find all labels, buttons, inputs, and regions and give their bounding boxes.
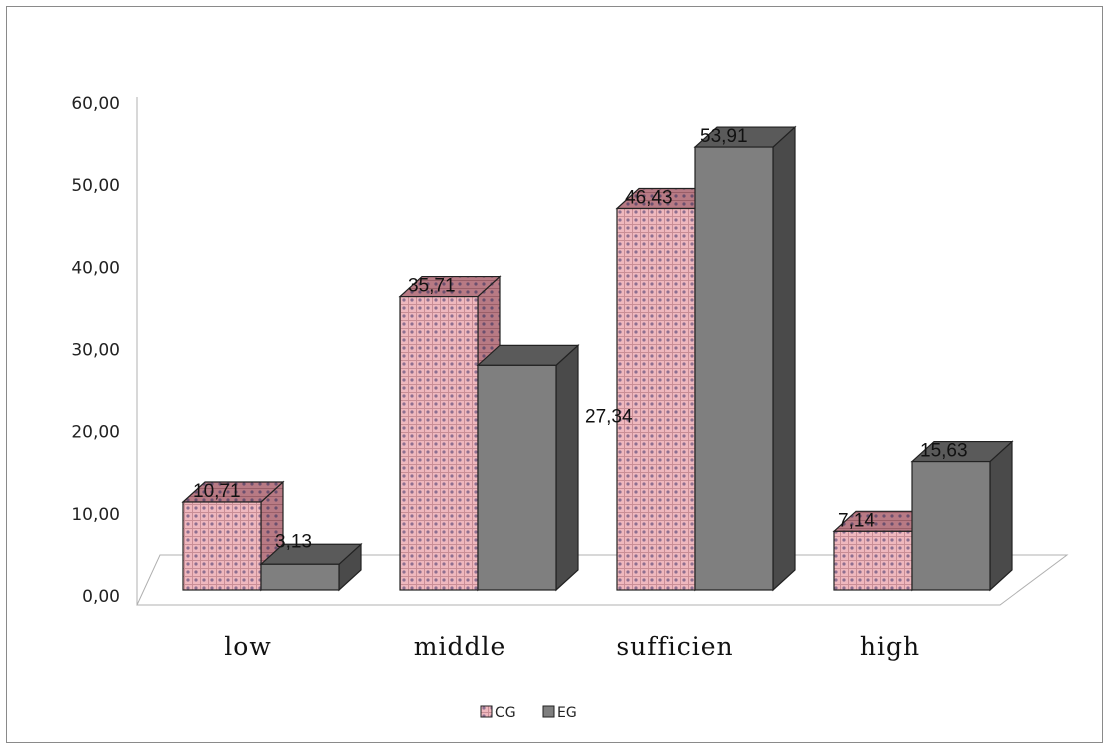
y-tick-label: 50,00 <box>71 176 120 196</box>
bar-cg-sufficien-front <box>616 207 696 591</box>
bar-eg-sufficien <box>693 125 797 592</box>
bar-eg-high <box>910 440 1014 592</box>
legend-label-eg: EG <box>557 705 577 721</box>
data-label-eg: 27,34 <box>585 406 633 427</box>
bar-eg-high-front <box>911 460 991 591</box>
category-label: middle <box>414 632 507 661</box>
legend-swatch-cg <box>480 705 493 718</box>
legend-label-cg: CG <box>495 705 516 721</box>
legend: CG EG <box>480 705 577 721</box>
data-label-eg: 15,63 <box>920 441 968 462</box>
data-label-eg: 53,91 <box>700 126 748 147</box>
y-tick-label: 0,00 <box>82 587 120 607</box>
data-label-eg: 3,13 <box>275 531 312 552</box>
y-tick-label: 40,00 <box>71 258 120 278</box>
y-tick-label: 60,00 <box>71 94 120 114</box>
data-label-cg: 46,43 <box>625 188 673 209</box>
data-labels: 10,71 3,13 35,71 27,34 46,43 53,91 7,14 15,63 <box>193 126 968 552</box>
data-label-cg: 7,14 <box>838 510 875 531</box>
bar-cg-high-front <box>833 530 913 591</box>
bar-cg-low-front <box>182 501 262 591</box>
data-label-cg: 10,71 <box>193 481 241 502</box>
bar-eg-high-side <box>989 440 1013 592</box>
axes: 0,00 10,00 20,00 30,00 40,00 50,00 60,00 <box>71 94 1069 607</box>
floor <box>136 554 1069 606</box>
bar-eg-sufficien-front <box>694 146 774 591</box>
category-label: sufficien <box>616 632 733 661</box>
bar-eg-low-front <box>260 563 340 591</box>
bar-eg-middle-front <box>477 364 557 591</box>
category-label: low <box>224 632 271 661</box>
category-label: high <box>860 632 920 661</box>
bars <box>181 125 1014 592</box>
category-labels: low middle sufficien high <box>224 632 920 661</box>
bar-eg-middle-side <box>555 343 579 592</box>
bar-eg-low <box>259 542 363 592</box>
y-tick-label: 30,00 <box>71 341 120 361</box>
data-label-cg: 35,71 <box>408 276 456 297</box>
legend-swatch-eg <box>542 705 555 718</box>
bar-cg-low <box>181 480 285 592</box>
bar-eg-sufficien-side <box>772 125 796 592</box>
bar-cg-middle-front <box>399 295 479 591</box>
y-tick-label: 20,00 <box>71 423 120 443</box>
y-tick-label: 10,00 <box>71 505 120 525</box>
bar-eg-middle <box>476 343 580 592</box>
